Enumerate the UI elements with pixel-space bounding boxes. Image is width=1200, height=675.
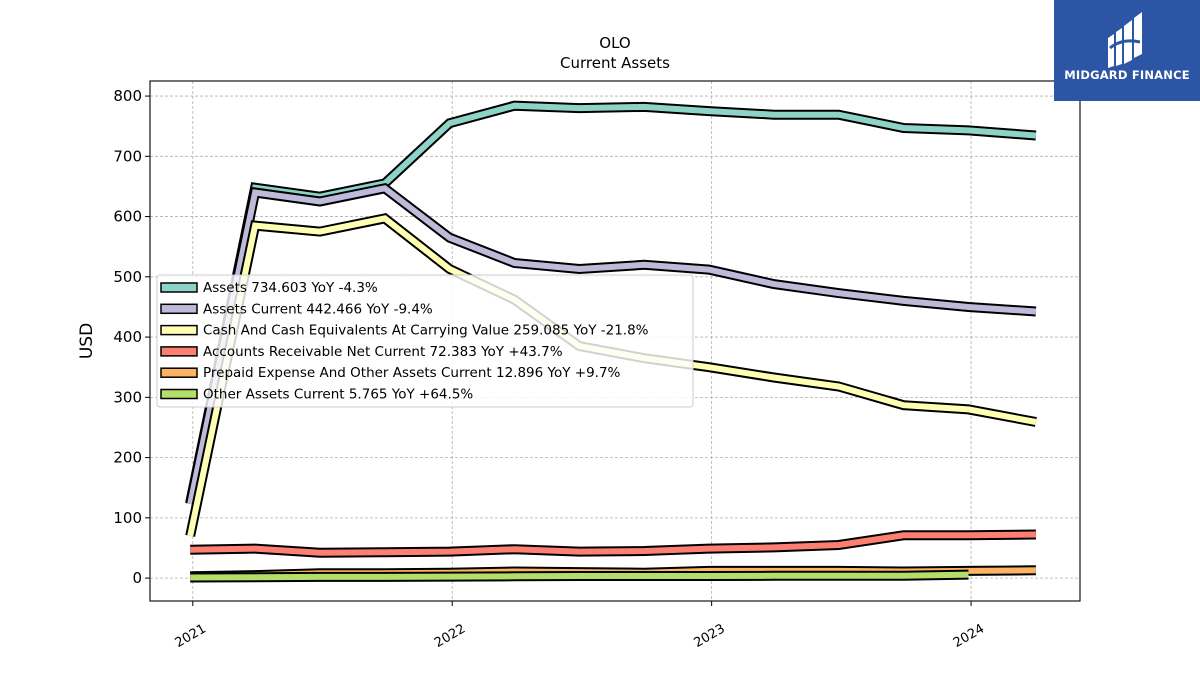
legend-swatch	[160, 282, 198, 293]
legend-swatch	[160, 303, 198, 315]
series-line	[187, 185, 1037, 505]
y-tick-label: 100	[113, 509, 142, 527]
legend-swatch	[160, 388, 198, 400]
x-axis: 2021 2022 2023 2024	[173, 601, 987, 651]
y-axis: 0 100 200 300 400 500 600 700 800	[113, 87, 150, 587]
y-tick-label: 0	[132, 569, 142, 587]
x-tick-label: 2022	[432, 621, 468, 651]
y-tick-label: 200	[113, 449, 142, 467]
series-5	[190, 569, 969, 583]
legend-swatch	[160, 367, 198, 378]
legend-swatch	[160, 324, 198, 336]
legend-box	[156, 274, 694, 408]
series-lines	[185, 100, 1037, 583]
legend: Assets 734.603 YoY -4.3% Assets Current 4…	[156, 274, 694, 408]
y-tick-label: 700	[113, 147, 142, 165]
chart-title: OLO	[599, 34, 630, 52]
y-tick-label: 600	[113, 208, 142, 226]
y-tick-label: 800	[113, 87, 142, 105]
legend-label: Cash And Cash Equivalents At Carrying Va…	[203, 323, 649, 339]
midgard-finance-logo: MIDGARD FINANCE	[1054, 0, 1200, 101]
legend-label: Other Assets Current 5.765 YoY +64.5%	[203, 387, 473, 403]
x-tick-label: 2024	[951, 621, 987, 651]
y-tick-label: 500	[113, 268, 142, 286]
x-tick-label: 2023	[691, 621, 727, 651]
legend-label: Prepaid Expense And Other Assets Current…	[203, 365, 621, 381]
series-1	[185, 182, 1037, 506]
chart-subtitle: Current Assets	[560, 54, 670, 72]
series-line	[190, 531, 1036, 556]
legend-label: Accounts Receivable Net Current 72.383 Y…	[203, 344, 563, 360]
legend-label: Assets Current 442.466 YoY -9.4%	[203, 301, 433, 317]
series-3	[190, 529, 1036, 558]
logo-text: MIDGARD FINANCE	[1064, 68, 1190, 82]
plot-frame	[149, 80, 1081, 602]
legend-swatch	[160, 346, 198, 357]
series-line	[190, 571, 969, 581]
logo-mark-icon	[1108, 12, 1142, 68]
y-tick-label: 300	[113, 388, 142, 406]
y-tick-label: 400	[113, 328, 142, 346]
x-tick-label: 2021	[173, 621, 209, 651]
legend-label: Assets 734.603 YoY -4.3%	[203, 280, 378, 296]
y-axis-label: USD	[77, 323, 97, 359]
